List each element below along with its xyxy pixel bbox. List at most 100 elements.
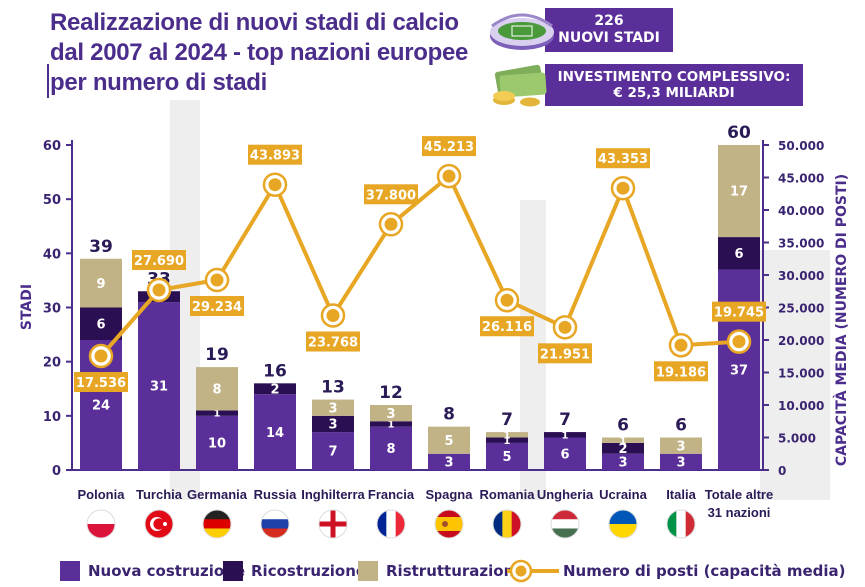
bar-segment-renovation [428, 426, 470, 454]
bar-segment-value: 17 [730, 185, 748, 200]
seats-label-box [596, 148, 650, 169]
bar-segment-value: 3 [328, 401, 337, 416]
y2-tick-label: 45.000 [778, 172, 824, 186]
flag-border [144, 509, 174, 539]
seats-point [494, 287, 520, 313]
seats-point-ball [210, 273, 224, 287]
seats-point-ball [152, 283, 166, 297]
bar-segment-renovation [370, 405, 412, 422]
flag-germany-icon [203, 510, 231, 538]
bar-segment-renovation [486, 432, 528, 438]
x-tick-label: Totale altre [705, 487, 773, 502]
seats-label-text: 19.745 [714, 306, 764, 321]
seats-data-label: 37.800 [364, 184, 418, 205]
investment-box: INVESTIMENTO COMPLESSIVO: € 25,3 MILIARD… [545, 64, 803, 106]
title-line-2: dal 2007 al 2024 - top nazioni europee [50, 39, 469, 66]
seats-label-text: 26.116 [482, 320, 532, 335]
background-band [760, 250, 830, 500]
bar-segment-value: 1 [562, 430, 569, 441]
bar-segment-value: 2 [618, 442, 627, 457]
seats-data-label: 29.234 [190, 295, 244, 316]
x-tick-label: Germania [187, 487, 248, 502]
bar-total-label: 8 [443, 405, 455, 425]
flag-border [666, 509, 696, 539]
flag-stripe [609, 524, 637, 538]
flag-stripe [551, 510, 579, 521]
title-accent-bar [47, 64, 49, 98]
seats-label-text: 37.800 [366, 188, 416, 203]
bar-total-label: 19 [205, 345, 229, 365]
flag-stripe [203, 528, 231, 538]
flag-stripe [87, 510, 115, 525]
seats-data-label: 27.690 [132, 250, 186, 271]
seats-label-box [306, 331, 360, 352]
seats-point [88, 343, 114, 369]
bar-segment-new [370, 426, 412, 470]
flag-stripe [203, 519, 231, 530]
bar-segment-value: 3 [328, 418, 337, 433]
bar-segment-new [196, 415, 238, 470]
y-tick-label: 10 [43, 410, 61, 425]
bar-segment-value: 3 [618, 456, 627, 471]
flag-stripe [493, 510, 503, 538]
bar-segment-renovation [196, 367, 238, 411]
seats-label-text: 27.690 [134, 254, 184, 269]
bar-segment-new [486, 442, 528, 470]
y-tick-label: 50 [43, 193, 61, 208]
bar-segment-value: 3 [386, 407, 395, 422]
x-tick-label: Romania [480, 487, 536, 502]
seats-data-label: 43.353 [596, 148, 650, 169]
flag-border [608, 509, 638, 539]
flag-romania-icon [493, 510, 521, 538]
flag-stripe [609, 510, 637, 525]
flag-stripe [395, 510, 405, 538]
seats-label-box [480, 316, 534, 337]
seats-point [610, 175, 636, 201]
x-tick-label: Francia [368, 487, 415, 502]
x-tick-label: Polonia [78, 487, 126, 502]
bar-segment-rebuild [486, 437, 528, 443]
flag-border [434, 509, 464, 539]
flag-spain-icon [435, 510, 463, 538]
bar-segment-value: 1 [504, 430, 511, 441]
flag-ukraine-icon [609, 510, 637, 538]
bar-total-label: 16 [263, 361, 287, 381]
flag-england-icon [319, 510, 347, 538]
y2-tick-label: 25.000 [778, 302, 824, 316]
flag-poland-icon [87, 510, 115, 538]
investment-value: € 25,3 MILIARDI [613, 85, 735, 101]
flag-border [260, 509, 290, 539]
flag-stripe [386, 510, 397, 538]
y2-tick-label: 40.000 [778, 204, 824, 218]
flag-cross [319, 521, 347, 527]
y-tick-label: 20 [43, 356, 61, 371]
seats-label-box [132, 250, 186, 271]
seats-point [378, 212, 404, 237]
y-tick-label: 30 [43, 302, 61, 317]
bar-segment-rebuild [80, 307, 122, 340]
seats-label-text: 43.353 [598, 152, 648, 167]
y2-tick-label: 35.000 [778, 237, 824, 251]
bar-segment-rebuild [544, 432, 586, 438]
bar-segment-value: 3 [676, 439, 685, 454]
flag-stripe [667, 510, 677, 538]
stadiums-count: 226 [594, 13, 624, 29]
seats-point [668, 333, 694, 358]
seats-point-ball [94, 349, 108, 363]
seats-label-box [74, 372, 128, 393]
seats-point-ball [384, 217, 398, 231]
bar-segment-value: 1 [620, 436, 627, 447]
bar-segment-rebuild [718, 237, 760, 270]
bar-total-label: 60 [727, 123, 751, 143]
y-tick-label: 60 [43, 139, 61, 154]
flag-crescent-cut [153, 518, 165, 530]
seats-point-ball [558, 320, 572, 334]
bar-segment-value: 14 [266, 426, 284, 441]
bar-segment-new [660, 453, 702, 470]
seats-data-label: 26.116 [480, 316, 534, 337]
seats-label-text: 23.768 [308, 336, 358, 351]
flag-stripe [676, 510, 687, 538]
bar-segment-rebuild [312, 415, 354, 433]
seats-label-text: 19.186 [656, 365, 706, 380]
bar-segment-value: 1 [504, 436, 511, 447]
